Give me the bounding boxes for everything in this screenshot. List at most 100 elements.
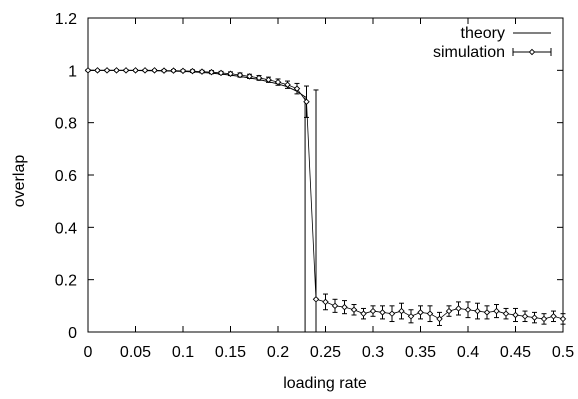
x-axis-label: loading rate — [283, 375, 367, 392]
simulation-marker — [265, 76, 272, 83]
simulation-point — [217, 69, 225, 77]
simulation-point — [293, 82, 301, 95]
simulation-point — [426, 305, 434, 323]
simulation-point — [369, 305, 377, 317]
simulation-marker — [322, 298, 329, 306]
simulation-point — [303, 85, 310, 118]
simulation-point — [464, 301, 472, 319]
simulation-point — [255, 74, 263, 82]
simulation-marker — [312, 296, 320, 303]
simulation-point — [417, 305, 424, 320]
x-tick-label: 0.35 — [405, 344, 436, 361]
simulation-point — [379, 305, 386, 320]
y-tick-label: 0 — [68, 325, 77, 342]
simulation-point — [141, 67, 149, 74]
simulation-marker — [170, 67, 177, 74]
y-tick-label: 0.8 — [55, 116, 77, 133]
simulation-marker — [369, 307, 377, 315]
simulation-marker — [464, 306, 472, 313]
simulation-marker — [198, 68, 206, 75]
x-tick-label: 0.2 — [267, 344, 289, 361]
x-tick-label: 0.1 — [172, 344, 194, 361]
simulation-point — [550, 310, 557, 323]
simulation-marker — [113, 67, 120, 74]
simulation-point — [331, 298, 339, 313]
simulation-point — [179, 67, 187, 75]
y-tick-label: 0.6 — [55, 168, 77, 185]
legend-marker-simulation — [528, 48, 536, 56]
simulation-point — [170, 67, 177, 74]
simulation-point — [350, 304, 358, 316]
simulation-point — [151, 67, 158, 74]
simulation-marker — [236, 71, 244, 79]
simulation-marker — [426, 310, 434, 317]
simulation-point — [388, 305, 396, 323]
simulation-marker — [132, 67, 139, 74]
simulation-point — [502, 307, 510, 320]
y-tick-label: 0.2 — [55, 273, 77, 290]
simulation-point — [436, 311, 443, 326]
simulation-marker — [217, 69, 225, 77]
simulation-marker — [151, 67, 158, 74]
simulation-point — [322, 293, 329, 311]
simulation-point — [189, 67, 196, 75]
simulation-marker — [455, 305, 462, 312]
simulation-point — [265, 76, 272, 83]
simulation-marker — [160, 67, 168, 74]
simulation-point — [540, 313, 548, 325]
simulation-point — [445, 305, 453, 317]
simulation-marker — [502, 310, 510, 317]
simulation-marker — [531, 314, 538, 321]
simulation-marker — [246, 73, 253, 80]
simulation-marker — [350, 306, 358, 313]
simulation-point — [208, 68, 215, 76]
legend-label-theory: theory — [461, 25, 505, 42]
simulation-marker — [436, 315, 443, 323]
simulation-point — [198, 68, 206, 75]
simulation-marker — [341, 303, 348, 311]
y-axis-label: overlap — [11, 155, 28, 208]
x-tick-label: 0.4 — [457, 344, 479, 361]
simulation-point — [455, 301, 462, 316]
x-tick-label: 0.3 — [362, 344, 384, 361]
x-tick-label: 0.15 — [215, 344, 246, 361]
x-tick-label: 0.05 — [120, 344, 151, 361]
simulation-marker — [284, 81, 291, 88]
y-tick-label: 1 — [68, 63, 77, 80]
simulation-marker — [303, 98, 310, 105]
legend-label-simulation: simulation — [433, 44, 505, 61]
axis-ticks: 0 0.05 0.1 0.15 0.2 0.25 0.3 0.35 0.4 0.45 0.5 0 0.2… — [55, 11, 574, 361]
simulation-point — [227, 70, 234, 77]
x-tick-label: 0.25 — [310, 344, 341, 361]
simulation-marker — [521, 313, 529, 320]
simulation-point — [483, 305, 491, 320]
simulation-marker — [388, 310, 396, 317]
y-tick-label: 0.4 — [55, 220, 77, 237]
simulation-point — [284, 80, 291, 89]
x-tick-label: 0.45 — [500, 344, 531, 361]
simulation-point — [274, 78, 282, 86]
simulation-point — [122, 67, 130, 74]
simulation-point — [246, 73, 253, 80]
simulation-point — [113, 67, 120, 74]
simulation-marker — [493, 307, 500, 315]
simulation-point — [531, 311, 538, 324]
simulation-point — [160, 67, 168, 74]
simulation-marker — [474, 307, 481, 315]
simulation-marker — [293, 85, 301, 92]
simulation-marker — [94, 67, 101, 74]
simulation-marker — [550, 313, 557, 320]
simulation-marker — [141, 67, 149, 74]
simulation-marker — [274, 78, 282, 86]
simulation-marker — [512, 311, 519, 319]
simulation-marker — [483, 309, 491, 316]
simulation-marker — [379, 309, 386, 316]
simulation-point — [312, 89, 320, 333]
simulation-point — [559, 313, 567, 325]
simulation-point — [398, 302, 405, 320]
simulation-point — [493, 304, 500, 319]
simulation-point — [103, 67, 111, 74]
simulation-marker — [84, 67, 92, 74]
simulation-point — [84, 67, 92, 74]
simulation-marker — [559, 315, 567, 323]
